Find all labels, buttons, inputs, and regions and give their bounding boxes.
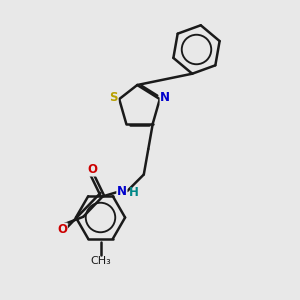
Text: O: O [87,163,97,176]
Text: CH₃: CH₃ [90,256,111,266]
Text: N: N [160,91,170,104]
Text: N: N [117,184,127,197]
Text: H: H [129,186,139,199]
Text: S: S [110,91,118,104]
Text: O: O [57,223,67,236]
